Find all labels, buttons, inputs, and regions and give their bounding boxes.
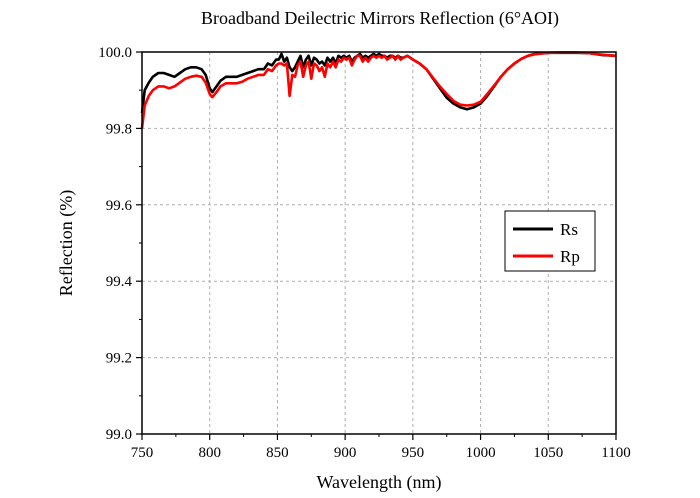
series-line-rp	[140, 51, 617, 129]
series-line-rs	[140, 51, 617, 114]
legend-label-rs: Rs	[560, 220, 578, 239]
y-tick-label: 99.8	[106, 121, 132, 137]
x-tick-label: 1050	[533, 445, 563, 461]
y-tick-label: 99.4	[106, 274, 133, 290]
x-tick-label: 1100	[601, 445, 630, 461]
x-tick-label: 950	[402, 445, 425, 461]
axis-ticks	[136, 51, 617, 440]
legend-label-rp: Rp	[560, 247, 580, 266]
y-tick-label: 100.0	[98, 45, 132, 61]
legend-box	[504, 210, 596, 272]
series-layer	[140, 51, 617, 129]
y-tick-label: 99.0	[106, 427, 132, 443]
y-tick-labels: 99.0 99.2 99.4 99.6 99.8 100.0	[98, 45, 132, 443]
chart-title: Broadband Deilectric Mirrors Reflection …	[201, 8, 559, 29]
y-tick-label: 99.6	[106, 198, 133, 214]
x-tick-label: 1000	[466, 445, 496, 461]
legend: Rs Rp	[504, 210, 596, 272]
grid	[142, 52, 616, 434]
x-axis-label: Wavelength (nm)	[316, 472, 441, 493]
x-tick-label: 850	[266, 445, 289, 461]
x-tick-label: 800	[198, 445, 221, 461]
x-tick-label: 750	[131, 445, 154, 461]
x-tick-labels: 750 800 850 900 950 1000 1050 1100	[131, 445, 631, 461]
x-tick-label: 900	[334, 445, 357, 461]
y-axis-label: Reflection (%)	[56, 190, 77, 296]
y-tick-label: 99.2	[106, 351, 132, 367]
